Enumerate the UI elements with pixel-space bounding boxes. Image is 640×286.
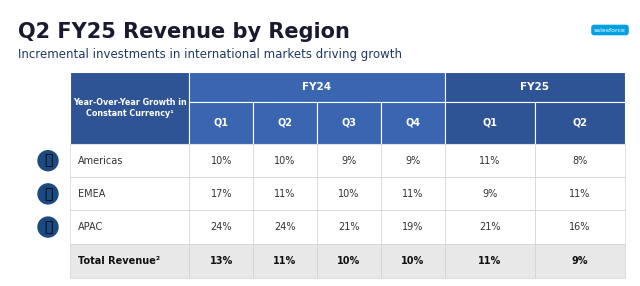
- Bar: [189, 244, 253, 278]
- Text: 8%: 8%: [572, 156, 588, 166]
- Bar: [445, 102, 535, 144]
- Text: Q1: Q1: [214, 118, 228, 128]
- Bar: [70, 244, 189, 278]
- Text: 10%: 10%: [275, 156, 296, 166]
- Text: Americas: Americas: [78, 156, 124, 166]
- Bar: [317, 144, 381, 177]
- Bar: [381, 244, 445, 278]
- Bar: [535, 244, 625, 278]
- Text: Q3: Q3: [341, 118, 356, 128]
- Text: 🌐: 🌐: [44, 220, 52, 234]
- Text: 11%: 11%: [273, 256, 297, 266]
- Text: 9%: 9%: [341, 156, 356, 166]
- Text: 10%: 10%: [401, 256, 424, 266]
- Bar: [70, 72, 189, 144]
- Text: 11%: 11%: [478, 256, 501, 266]
- Bar: [253, 144, 317, 177]
- Text: Total Revenue²: Total Revenue²: [78, 256, 160, 266]
- Bar: [535, 102, 625, 144]
- Text: FY24: FY24: [303, 82, 332, 92]
- Text: Q4: Q4: [405, 118, 420, 128]
- Bar: [70, 177, 189, 210]
- Text: 11%: 11%: [275, 189, 296, 199]
- Text: Year-Over-Year Growth in
Constant Currency¹: Year-Over-Year Growth in Constant Curren…: [73, 98, 186, 118]
- Bar: [70, 144, 189, 177]
- Text: EMEA: EMEA: [78, 189, 106, 199]
- Bar: [317, 210, 381, 244]
- Text: salesforce: salesforce: [594, 27, 626, 33]
- Text: Q1: Q1: [482, 118, 497, 128]
- Bar: [381, 102, 445, 144]
- Bar: [253, 244, 317, 278]
- Bar: [445, 244, 535, 278]
- Text: Q2: Q2: [278, 118, 292, 128]
- Bar: [253, 102, 317, 144]
- Text: 10%: 10%: [338, 189, 360, 199]
- Bar: [535, 144, 625, 177]
- Text: 10%: 10%: [337, 256, 360, 266]
- Text: 11%: 11%: [479, 156, 500, 166]
- Text: 11%: 11%: [402, 189, 424, 199]
- Bar: [70, 210, 189, 244]
- Bar: [381, 177, 445, 210]
- Text: 9%: 9%: [572, 256, 588, 266]
- Text: 🌐: 🌐: [44, 154, 52, 168]
- Text: 21%: 21%: [479, 222, 500, 232]
- Circle shape: [38, 217, 58, 237]
- Text: 24%: 24%: [275, 222, 296, 232]
- Text: 🌐: 🌐: [44, 187, 52, 201]
- Text: 21%: 21%: [338, 222, 360, 232]
- Text: APAC: APAC: [78, 222, 103, 232]
- Circle shape: [38, 151, 58, 171]
- Bar: [317, 102, 381, 144]
- Bar: [445, 210, 535, 244]
- Text: FY25: FY25: [520, 82, 549, 92]
- Bar: [189, 177, 253, 210]
- Text: Incremental investments in international markets driving growth: Incremental investments in international…: [18, 48, 402, 61]
- Bar: [189, 144, 253, 177]
- Text: 10%: 10%: [211, 156, 232, 166]
- Bar: [253, 210, 317, 244]
- Bar: [445, 144, 535, 177]
- Text: Q2: Q2: [572, 118, 588, 128]
- Text: 9%: 9%: [405, 156, 420, 166]
- Text: 24%: 24%: [211, 222, 232, 232]
- Circle shape: [38, 184, 58, 204]
- Bar: [445, 177, 535, 210]
- Text: 9%: 9%: [482, 189, 497, 199]
- Bar: [189, 72, 445, 102]
- Text: Q2 FY25 Revenue by Region: Q2 FY25 Revenue by Region: [18, 22, 350, 42]
- Bar: [189, 210, 253, 244]
- Text: 13%: 13%: [210, 256, 233, 266]
- Bar: [253, 177, 317, 210]
- Text: 17%: 17%: [211, 189, 232, 199]
- Bar: [381, 210, 445, 244]
- Text: 11%: 11%: [569, 189, 591, 199]
- Text: 16%: 16%: [569, 222, 591, 232]
- Bar: [189, 102, 253, 144]
- Bar: [535, 210, 625, 244]
- Bar: [535, 177, 625, 210]
- Bar: [445, 72, 625, 102]
- Bar: [381, 144, 445, 177]
- Bar: [317, 177, 381, 210]
- Bar: [317, 244, 381, 278]
- Text: 19%: 19%: [402, 222, 424, 232]
